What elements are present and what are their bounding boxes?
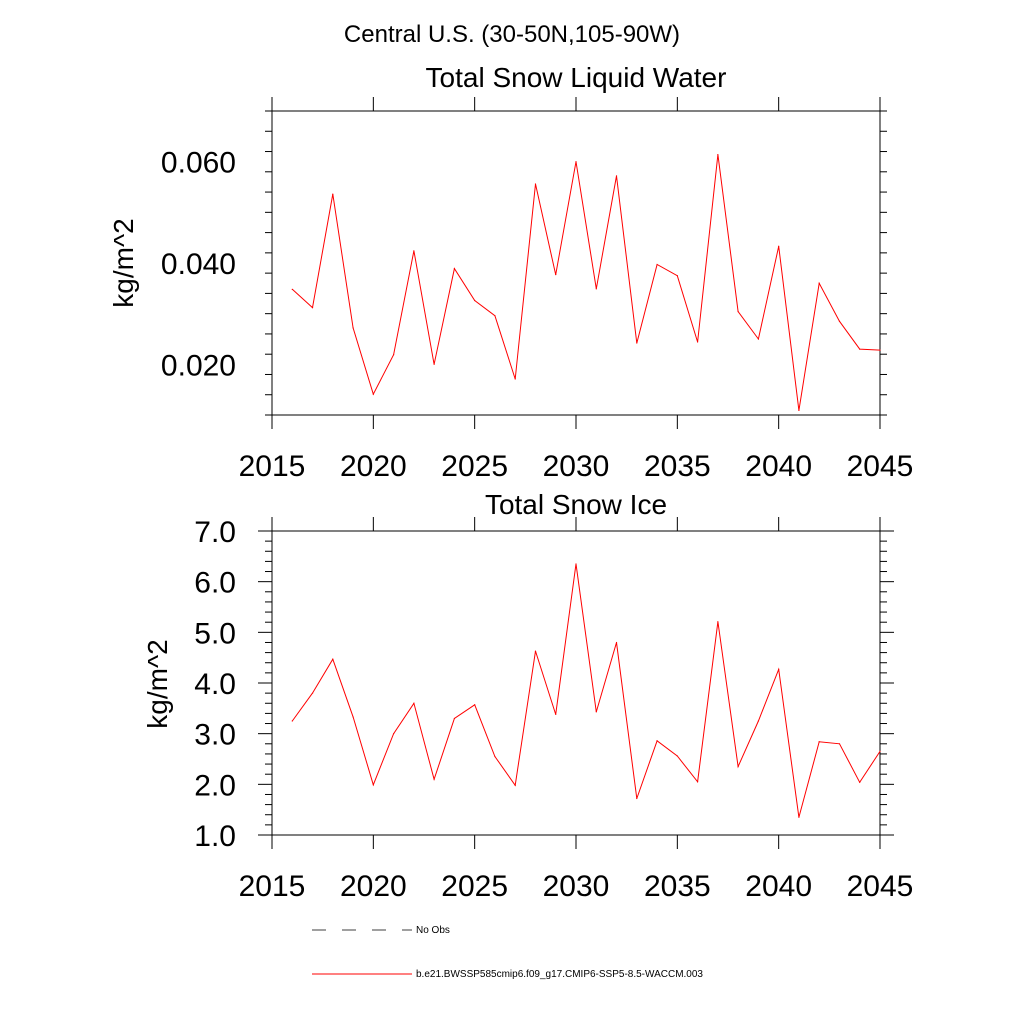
y-tick-label: 6.0 xyxy=(194,567,236,600)
data-point xyxy=(494,315,496,317)
data-point xyxy=(676,755,678,757)
data-point xyxy=(453,267,455,270)
x-tick-label: 2015 xyxy=(239,450,306,483)
data-point xyxy=(615,175,618,177)
y-tick-label: 0.060 xyxy=(161,147,236,180)
data-point xyxy=(311,692,314,694)
x-tick-label: 2035 xyxy=(644,870,711,903)
data-point xyxy=(474,299,476,302)
data-point xyxy=(737,766,739,768)
y-tick-label: 1.0 xyxy=(194,820,236,853)
data-point xyxy=(757,720,760,722)
data-point xyxy=(737,311,739,313)
data-point xyxy=(453,717,455,720)
data-point xyxy=(575,563,577,565)
data-point xyxy=(514,784,516,786)
data-point xyxy=(818,282,820,284)
data-point xyxy=(879,349,881,351)
data-point xyxy=(636,797,638,800)
data-point xyxy=(636,342,638,344)
data-point xyxy=(676,275,678,277)
chart-panel-liquid-water: Total Snow Liquid Water kg/m^2 2015 2020 2… xyxy=(108,62,913,483)
data-point xyxy=(514,378,516,380)
plot-frame xyxy=(271,530,881,836)
y-tick-label: 0.020 xyxy=(161,349,236,382)
data-point xyxy=(717,621,719,623)
legend-series-label: b.e21.BWSSP585cmip6.f09_g17.CMIP6-SSP5-8… xyxy=(416,969,703,980)
data-point xyxy=(332,193,334,195)
plot-frame xyxy=(271,110,881,416)
data-point xyxy=(352,716,354,718)
data-point xyxy=(595,288,597,290)
data-point xyxy=(717,153,719,156)
data-point xyxy=(656,263,658,266)
data-point xyxy=(372,784,374,786)
data-point xyxy=(838,743,841,745)
data-point xyxy=(433,363,435,365)
data-point xyxy=(494,755,496,758)
y-axis-label: kg/m^2 xyxy=(108,218,139,307)
data-point xyxy=(859,781,861,783)
x-tick-label: 2035 xyxy=(644,450,711,483)
data-point xyxy=(859,348,861,350)
data-point xyxy=(778,668,780,670)
x-tick-label: 2030 xyxy=(543,450,610,483)
x-tick-label: 2025 xyxy=(441,870,508,903)
chart-panel-snow-ice: Total Snow Ice kg/m^2 2015 2020 2025 2030 20… xyxy=(142,489,913,903)
data-point xyxy=(798,409,800,412)
data-point xyxy=(291,288,293,290)
data-point xyxy=(534,650,537,652)
data-point xyxy=(818,741,820,743)
data-point xyxy=(555,274,557,276)
series-line xyxy=(291,154,881,411)
data-point xyxy=(879,750,881,753)
x-tick-label: 2040 xyxy=(745,870,812,903)
x-tick-label: 2020 xyxy=(340,450,407,483)
data-point xyxy=(413,250,415,252)
data-point xyxy=(413,702,415,704)
data-point xyxy=(595,711,597,713)
data-point xyxy=(798,816,800,818)
legend: No Obs b.e21.BWSSP585cmip6.f09_g17.CMIP6… xyxy=(312,925,703,980)
data-point xyxy=(291,720,293,722)
x-tick-label: 2025 xyxy=(441,450,508,483)
data-point xyxy=(575,161,577,163)
x-tick-label: 2045 xyxy=(847,870,914,903)
data-point xyxy=(697,781,699,783)
x-tick-label: 2015 xyxy=(239,870,306,903)
y-tick-label: 0.040 xyxy=(161,248,236,281)
legend-obs-label: No Obs xyxy=(416,925,450,936)
figure-title: Central U.S. (30-50N,105-90W) xyxy=(344,21,680,48)
data-point xyxy=(393,733,395,735)
panel-title: Total Snow Liquid Water xyxy=(426,62,727,93)
data-point xyxy=(838,320,841,322)
data-point xyxy=(697,341,699,343)
data-point xyxy=(372,393,374,395)
data-point xyxy=(555,713,557,716)
x-tick-label: 2040 xyxy=(745,450,812,483)
data-point xyxy=(757,338,760,340)
data-point xyxy=(393,354,395,356)
data-point xyxy=(778,245,780,247)
data-point xyxy=(433,778,435,780)
data-point xyxy=(311,306,314,309)
data-point xyxy=(656,740,658,742)
y-tick-label: 5.0 xyxy=(194,617,236,650)
x-tick-label: 2020 xyxy=(340,870,407,903)
data-point xyxy=(534,183,537,185)
x-tick-label: 2030 xyxy=(543,870,610,903)
y-axis-label: kg/m^2 xyxy=(142,639,173,728)
y-tick-label: 3.0 xyxy=(194,719,236,752)
y-tick-label: 7.0 xyxy=(194,516,236,549)
data-point xyxy=(352,327,354,329)
x-tick-label: 2045 xyxy=(847,450,914,483)
data-point xyxy=(615,641,618,644)
y-tick-label: 4.0 xyxy=(194,668,236,701)
series-line xyxy=(291,563,881,818)
data-point xyxy=(332,658,334,660)
y-tick-label: 2.0 xyxy=(194,769,236,802)
data-point xyxy=(474,704,476,706)
panel-title: Total Snow Ice xyxy=(485,489,667,520)
